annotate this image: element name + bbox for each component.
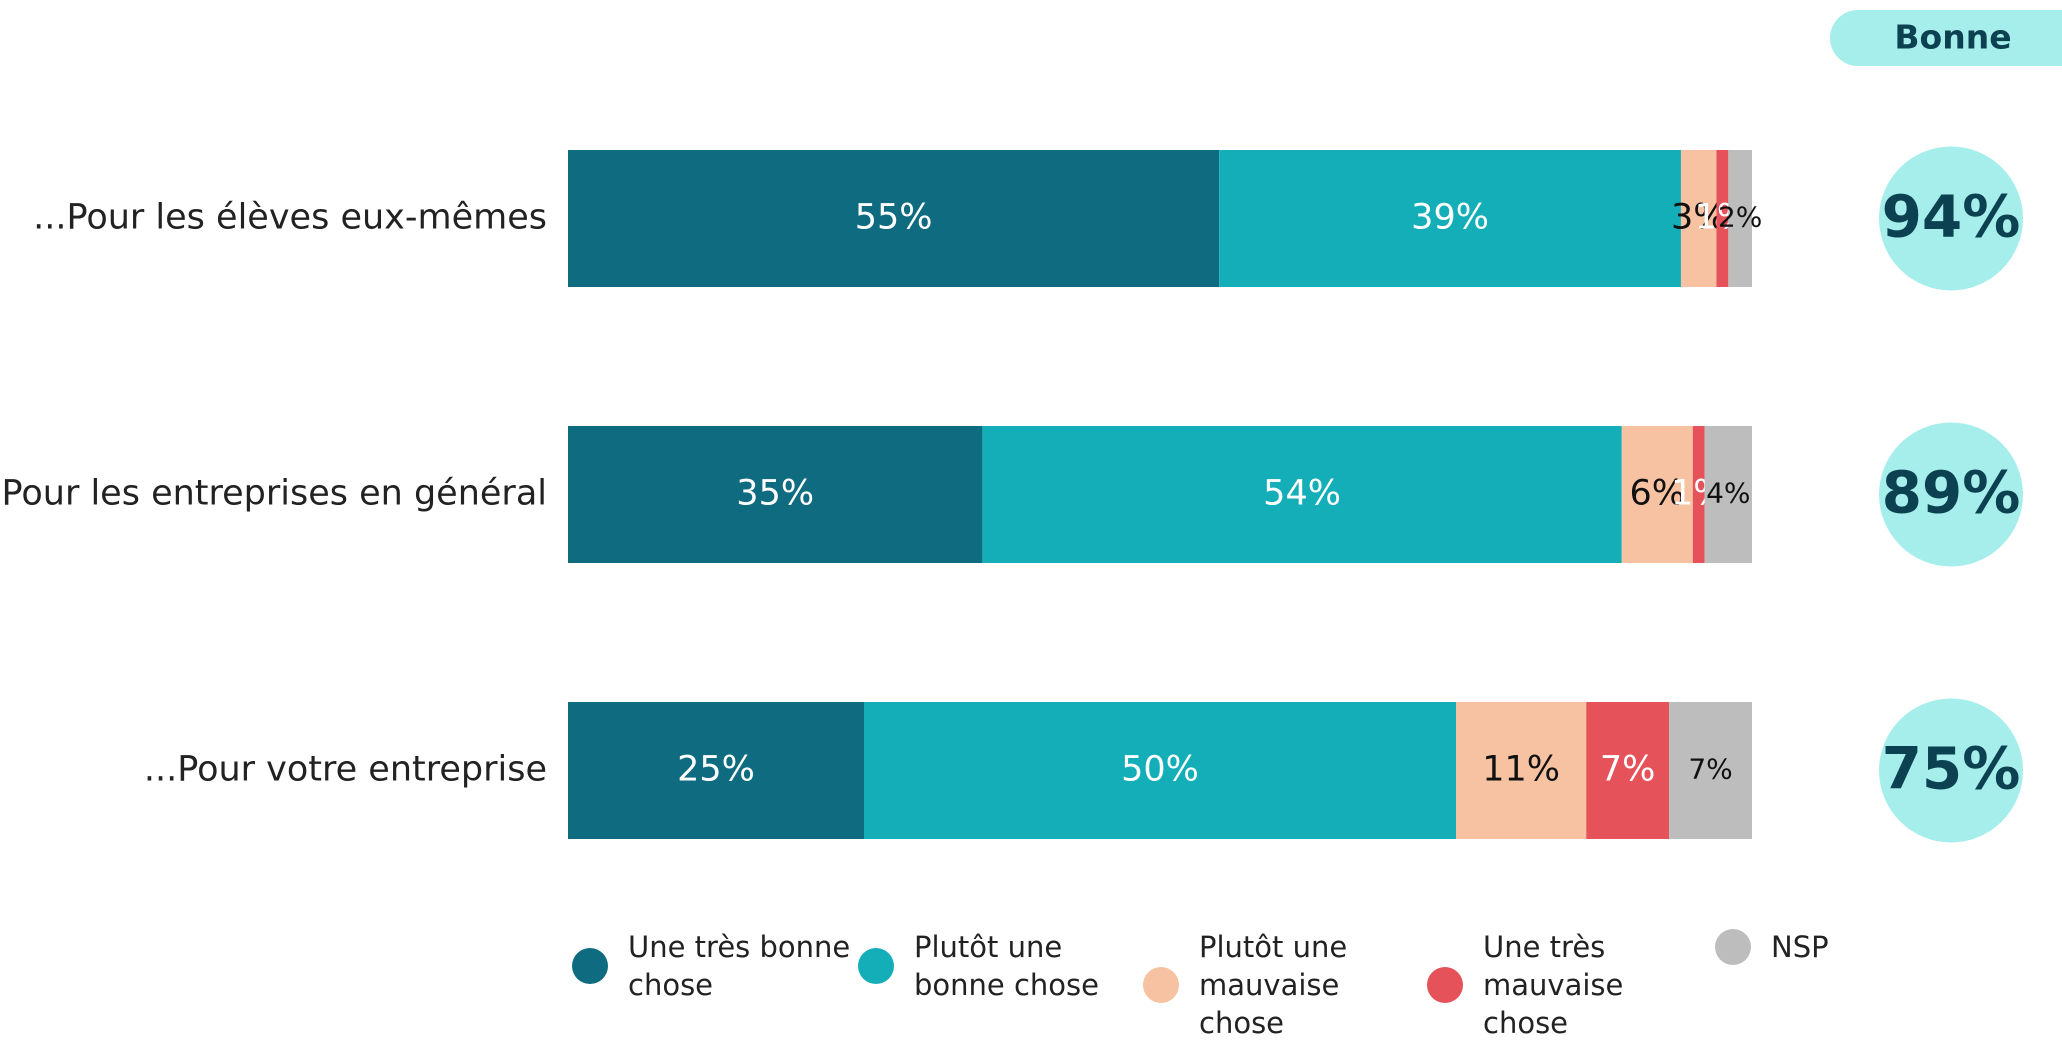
bar-segment — [1669, 702, 1752, 839]
data-label: 4% — [1706, 477, 1750, 510]
legend-item: Plutôt une mauvaise chose — [1143, 928, 1424, 1042]
category-label: ...Pour votre entreprise — [144, 750, 547, 790]
legend-item: Une très mauvaise chose — [1427, 928, 1708, 1042]
legend-label: Une très mauvaise chose — [1483, 930, 1624, 1040]
page: {"chart_data": {"type": "stacked-bar-hor… — [0, 10, 2062, 1040]
legend-swatch — [1715, 929, 1751, 965]
chart: Bonne ...Pour les élèves eux-mêmes 55% 39% 3… — [0, 10, 2062, 843]
data-label: 7% — [1688, 753, 1732, 786]
data-label: 39% — [1411, 198, 1489, 238]
data-label: 35% — [736, 474, 814, 514]
bar-segment — [1621, 426, 1693, 563]
data-label: 7% — [1600, 750, 1656, 790]
bar-segment — [864, 702, 1456, 839]
bonne-value: 89% — [1882, 459, 2021, 527]
legend-item: NSP — [1715, 928, 1851, 966]
category-label: ...Pour les élèves eux-mêmes — [33, 198, 547, 238]
legend-label: NSP — [1771, 930, 1829, 964]
legend-swatch — [1143, 967, 1179, 1003]
bonne-value: 75% — [1882, 735, 2021, 803]
data-label: 11% — [1482, 750, 1560, 790]
bar-segment — [982, 426, 1622, 563]
bar-segment — [1692, 426, 1705, 563]
legend-label: Plutôt une bonne chose — [914, 930, 1099, 1002]
data-label: 6% — [1630, 474, 1686, 514]
data-label: 2% — [1718, 201, 1762, 234]
bar-segment — [568, 150, 1220, 287]
legend-swatch — [1427, 967, 1463, 1003]
bonne-circle — [1879, 146, 2023, 291]
legend-label: Une très bonne chose — [628, 930, 851, 1002]
data-label: 50% — [1121, 750, 1199, 790]
legend-item: Une très bonne chose — [572, 928, 853, 1004]
bar-segment — [568, 426, 983, 563]
data-label: 55% — [855, 198, 933, 238]
bonne-circle — [1879, 698, 2023, 843]
category-label: ...Pour les entreprises en général — [0, 474, 547, 514]
bar-segment — [1456, 702, 1587, 839]
bonne-circle — [1879, 422, 2023, 567]
legend-item: Plutôt une bonne chose — [858, 928, 1139, 1004]
legend-swatch — [858, 948, 894, 984]
bar-segment — [1680, 150, 1717, 287]
bar-segment — [1219, 150, 1681, 287]
legend-label: Plutôt une mauvaise chose — [1199, 930, 1348, 1040]
bar-segment — [1728, 150, 1752, 287]
bar-segment — [1704, 426, 1752, 563]
legend-swatch — [572, 948, 608, 984]
bar-segment — [1586, 702, 1670, 839]
bar-segment — [1716, 150, 1729, 287]
data-label: 54% — [1263, 474, 1341, 514]
bonne-value: 94% — [1882, 183, 2021, 251]
bar-segment — [568, 702, 864, 839]
bonne-header: Bonne — [1894, 18, 2011, 57]
bonne-header-bg — [1830, 10, 2062, 66]
legend: Une très bonne chose Plutôt une bonne cho… — [0, 928, 2062, 1040]
data-label: 25% — [677, 750, 755, 790]
